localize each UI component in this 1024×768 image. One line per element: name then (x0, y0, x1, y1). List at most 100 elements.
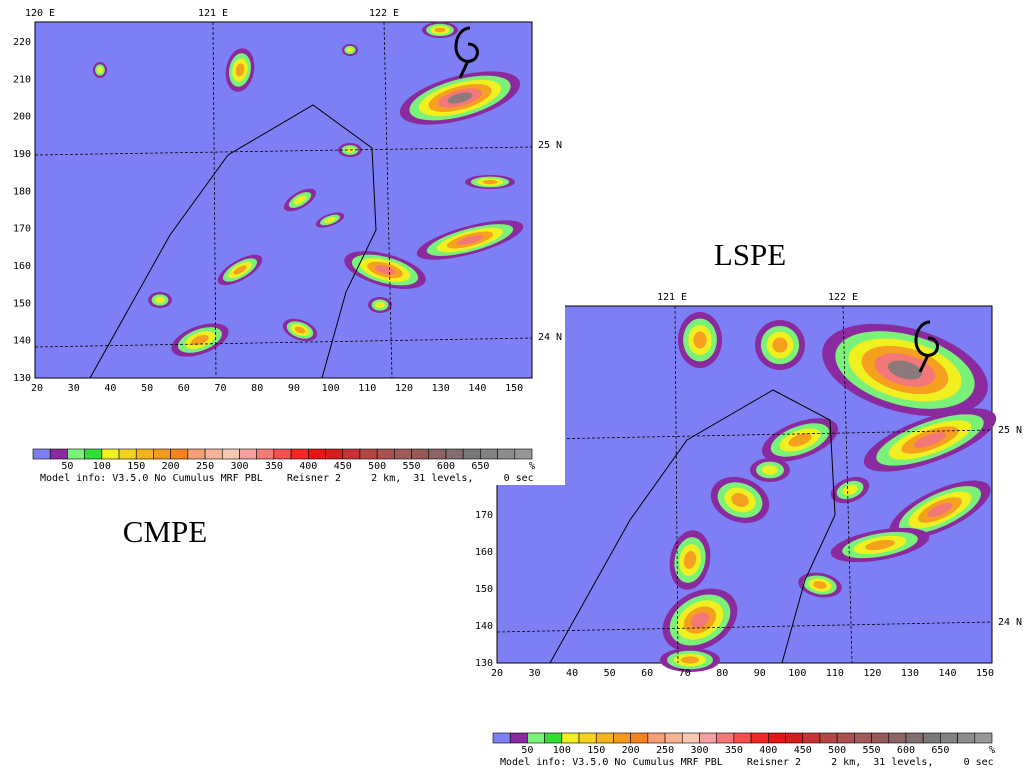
domain-outline (89, 104, 377, 379)
colorbar-cell (836, 732, 855, 744)
x-tick-label: 70 (214, 383, 226, 394)
x-tick-label: 30 (68, 383, 80, 394)
colorbar-cell (514, 448, 533, 460)
colorbar-cell (681, 732, 700, 744)
colorbar-label: 100 (553, 745, 571, 756)
model-info: Model info: V3.5.0 No Cumulus MRF PBL Re… (500, 757, 994, 768)
colorbar-cell (135, 448, 154, 460)
latitude-label: 25 N (538, 140, 562, 151)
precip-contour (191, 334, 209, 346)
colorbar-cell (49, 448, 68, 460)
colorbar-cell (768, 732, 786, 744)
colorbar-cell (802, 732, 821, 744)
x-tick-label: 20 (491, 668, 503, 679)
colorbar-cell (101, 448, 120, 460)
domain-outline (549, 389, 836, 664)
colorbar-cell (204, 448, 223, 460)
colorbar-label: 600 (437, 461, 455, 472)
colorbar-label: 100 (93, 461, 111, 472)
colorbar-cell (462, 448, 481, 460)
colorbar-cell (647, 732, 666, 744)
y-tick-label: 200 (13, 112, 31, 123)
precip-contour (434, 27, 446, 33)
longitude-label: 122 E (828, 292, 858, 303)
colorbar-cell (595, 732, 614, 744)
precip-contour (456, 235, 484, 245)
longitude-label: 121 E (198, 8, 228, 19)
colorbar-label: 250 (656, 745, 674, 756)
precip-contour (155, 296, 165, 304)
x-tick-label: 90 (288, 383, 300, 394)
x-tick-label: 100 (788, 668, 806, 679)
y-tick-label: 130 (13, 373, 31, 384)
x-tick-label: 120 (863, 668, 881, 679)
colorbar-cell (630, 732, 649, 744)
colorbar-cell (32, 448, 51, 460)
colorbar-cell (497, 448, 516, 460)
colorbar-cell (187, 448, 206, 460)
colorbar-cell (716, 732, 735, 744)
longitude-label: 120 E (25, 8, 55, 19)
colorbar-label: 600 (897, 745, 915, 756)
colorbar-cell (239, 448, 257, 460)
colorbar-label: 350 (725, 745, 743, 756)
y-tick-label: 210 (13, 74, 31, 85)
latitude-label: 25 N (998, 425, 1022, 436)
colorbar-cell (480, 448, 498, 460)
meridian (383, 21, 393, 379)
x-tick-label: 110 (826, 668, 844, 679)
y-tick-label: 130 (475, 658, 493, 669)
colorbar-cell (888, 732, 907, 744)
colorbar-cell (699, 732, 717, 744)
colorbar-cell (67, 448, 85, 460)
colorbar-unit: % (529, 461, 535, 472)
y-tick-label: 160 (475, 547, 493, 558)
x-tick-label: 20 (31, 383, 43, 394)
precip-contour (683, 551, 697, 569)
precip-contour (680, 656, 700, 664)
colorbar-label: 200 (162, 461, 180, 472)
colorbar-label: 300 (230, 461, 248, 472)
colorbar-cell (273, 448, 292, 460)
colorbar-cell (613, 732, 631, 744)
meridian (674, 305, 679, 664)
parallel (496, 429, 993, 441)
colorbar-cell (561, 732, 580, 744)
colorbar-cell (819, 732, 838, 744)
precip-contour (294, 326, 306, 334)
colorbar-label: 650 (471, 461, 489, 472)
colorbar-label: 500 (828, 745, 846, 756)
lspe-panel: 130 140 150 160 170 20 30 40 50 60 70 80 90 100 110 120… (475, 292, 1022, 768)
colorbar-cell (84, 448, 103, 460)
colorbar-unit: % (989, 745, 995, 756)
precip-contour (887, 360, 923, 380)
colorbar-label: 450 (794, 745, 812, 756)
precip-contour (346, 47, 354, 53)
colorbar-cell (854, 732, 872, 744)
colorbar-cell (957, 732, 976, 744)
colorbar-cell (664, 732, 683, 744)
cmpe-panel: 130 140 150 160 170 180 190 200 210 220 20 30 40 50 60… (0, 0, 565, 485)
colorbar-label: 650 (931, 745, 949, 756)
colorbar-cell (750, 732, 769, 744)
colorbar-label: 500 (368, 461, 386, 472)
longitude-label: 121 E (657, 292, 687, 303)
x-tick-label: 80 (251, 383, 263, 394)
y-tick-label: 170 (475, 510, 493, 521)
colorbar-cell (308, 448, 326, 460)
x-tick-label: 130 (432, 383, 450, 394)
colorbar-cell (221, 448, 240, 460)
model-info: Model info: V3.5.0 No Cumulus MRF PBL Re… (40, 473, 534, 484)
precip-contour (235, 63, 245, 77)
y-tick-label: 140 (13, 336, 31, 347)
colorbar-cell (170, 448, 189, 460)
colorbar-label: 550 (403, 461, 421, 472)
colorbar-cell (428, 448, 447, 460)
typhoon-symbol (454, 26, 479, 79)
colorbar-cell (153, 448, 171, 460)
parallel (34, 337, 533, 348)
meridian (212, 21, 217, 379)
colorbar-cell (376, 448, 395, 460)
precip-contour (913, 432, 947, 448)
